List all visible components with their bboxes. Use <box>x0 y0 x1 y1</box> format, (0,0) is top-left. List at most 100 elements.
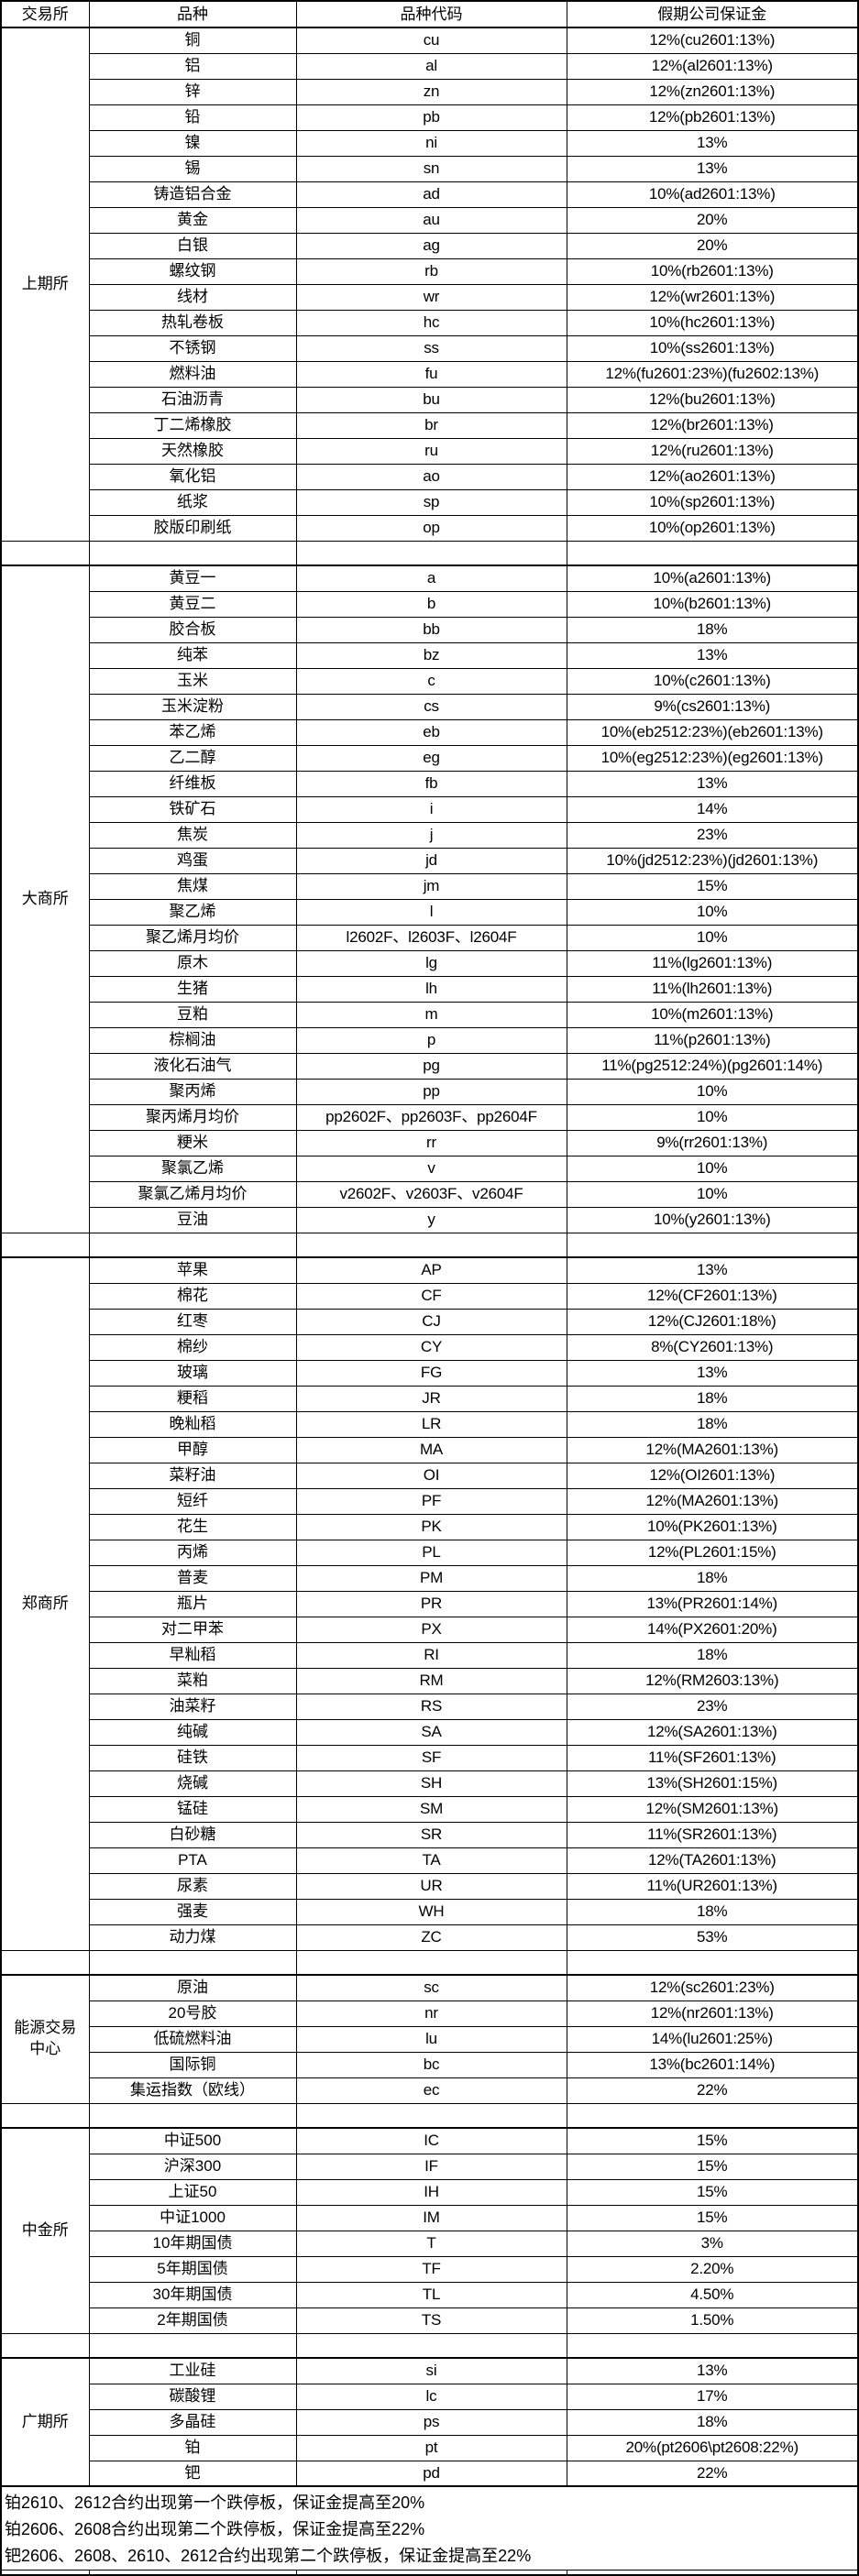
table-row: 郑商所 苹果 AP 13% <box>0 1256 859 1951</box>
variety-cell: 红枣 <box>88 1308 297 1335</box>
code-cell: CJ <box>295 1308 567 1335</box>
variety-cell: 烧碱 <box>88 1770 297 1797</box>
code-cell: PL <box>295 1539 567 1566</box>
code-cell: l2602F、l2603F、l2604F <box>295 924 567 951</box>
margin-cell: 13% <box>566 129 859 157</box>
margin-cell: 2.20% <box>566 2255 859 2283</box>
margin-cell: 10%(eg2512:23%)(eg2601:13%) <box>566 744 859 772</box>
variety-cell: 甲醇 <box>88 1436 297 1463</box>
margin-cell: 12%(ao2601:13%) <box>566 463 859 490</box>
table-row: 白砂糖 SR 11%(SR2601:13%) <box>1 1821 859 1848</box>
variety-cell: 丙烯 <box>88 1539 297 1566</box>
margin-cell: 12%(sc2601:23%) <box>566 1974 859 2001</box>
variety-cell: 锡 <box>88 155 297 182</box>
variety-cell: 白砂糖 <box>88 1821 297 1848</box>
code-cell: cu <box>295 27 567 54</box>
variety-cell: 沪深300 <box>88 2153 297 2180</box>
variety-cell: 鸡蛋 <box>88 847 297 874</box>
code-cell: LR <box>295 1410 567 1438</box>
variety-cell: 线材 <box>88 283 297 311</box>
code-cell: au <box>295 206 567 234</box>
empty-cell <box>88 2332 297 2359</box>
code-cell: nr <box>295 2000 567 2027</box>
table-row: 生猪 lh 11%(lh2601:13%) <box>1 975 859 1003</box>
variety-cell: 焦煤 <box>88 872 297 900</box>
code-cell: cs <box>295 693 567 720</box>
margin-cell: 10%(eb2512:23%)(eb2601:13%) <box>566 718 859 746</box>
table-row: 菜籽油 OI 12%(OI2601:13%) <box>1 1462 859 1489</box>
margin-cell: 3% <box>566 2230 859 2257</box>
empty-cell <box>295 1232 567 1258</box>
margin-cell: 12%(MA2601:13%) <box>566 1436 859 1463</box>
table-row: 丁二烯橡胶 br 12%(br2601:13%) <box>1 411 859 439</box>
margin-cell: 18% <box>566 2408 859 2436</box>
variety-cell: 聚氯乙烯月均价 <box>88 1180 297 1208</box>
table-row: 豆粕 m 10%(m2601:13%) <box>1 1001 859 1028</box>
margin-cell: 10%(a2601:13%) <box>566 565 859 592</box>
empty-cell <box>0 1949 90 1976</box>
table-row: 玉米 c 10%(c2601:13%) <box>1 667 859 695</box>
table-row: 动力煤 ZC 53% <box>1 1924 859 1951</box>
code-cell: CF <box>295 1282 567 1310</box>
variety-cell: 石油沥青 <box>88 386 297 413</box>
table-row: 螺纹钢 rb 10%(rb2601:13%) <box>1 258 859 285</box>
code-cell: wr <box>295 283 567 311</box>
code-cell: rb <box>295 258 567 285</box>
margin-cell: 11%(pg2512:24%)(pg2601:14%) <box>566 1052 859 1080</box>
variety-cell: 碳酸锂 <box>88 2383 297 2410</box>
variety-cell: 原油 <box>88 1974 297 2001</box>
code-cell: b <box>295 590 567 618</box>
code-cell: SA <box>295 1718 567 1746</box>
table-row: 花生 PK 10%(PK2601:13%) <box>1 1513 859 1540</box>
margin-cell: 10%(b2601:13%) <box>566 590 859 618</box>
margin-cell: 13% <box>566 155 859 182</box>
stub-row <box>0 2570 859 2575</box>
code-cell: pt <box>295 2434 567 2461</box>
margin-cell: 18% <box>566 1410 859 1438</box>
table-row: 线材 wr 12%(wr2601:13%) <box>1 283 859 311</box>
table-row: 2年期国债 TS 1.50% <box>1 2307 859 2334</box>
table-row: 苯乙烯 eb 10%(eb2512:23%)(eb2601:13%) <box>1 718 859 746</box>
variety-cell: 纤维板 <box>88 770 297 797</box>
margin-cell: 18% <box>566 1385 859 1412</box>
code-cell: op <box>295 514 567 542</box>
table-row: 中金所 中证500 IC 15% <box>0 2127 859 2334</box>
margin-cell: 11%(SR2601:13%) <box>566 1821 859 1848</box>
table-row: 广期所 工业硅 si 13% <box>0 2357 859 2487</box>
variety-cell: 5年期国债 <box>88 2255 297 2283</box>
variety-cell: 丁二烯橡胶 <box>88 411 297 439</box>
empty-cell <box>566 1949 859 1976</box>
variety-cell: 铂 <box>88 2434 297 2461</box>
margin-cell: 12%(pb2601:13%) <box>566 104 859 131</box>
margin-cell: 12%(RM2603:13%) <box>566 1667 859 1694</box>
code-cell: PK <box>295 1513 567 1540</box>
table-row: 油菜籽 RS 23% <box>1 1693 859 1720</box>
margin-cell: 12%(bu2601:13%) <box>566 386 859 413</box>
table-row: 焦煤 jm 15% <box>1 872 859 900</box>
table-row: 聚氯乙烯月均价 v2602F、v2603F、v2604F 10% <box>1 1180 859 1208</box>
table-row: 石油沥青 bu 12%(bu2601:13%) <box>1 386 859 413</box>
table-row: 早籼稻 RI 18% <box>1 1641 859 1669</box>
margin-cell: 13%(bc2601:14%) <box>566 2051 859 2078</box>
code-cell: IM <box>295 2204 567 2231</box>
empty-cell <box>88 1232 297 1258</box>
variety-cell: 氧化铝 <box>88 463 297 490</box>
code-cell: lc <box>295 2383 567 2410</box>
code-cell: lg <box>295 949 567 977</box>
code-cell: sp <box>295 488 567 516</box>
variety-cell: 粳稻 <box>88 1385 297 1412</box>
variety-cell: 短纤 <box>88 1487 297 1515</box>
margin-cell: 12%(al2601:13%) <box>566 52 859 80</box>
code-cell: CY <box>295 1333 567 1361</box>
empty-cell <box>0 1232 90 1258</box>
separator-row <box>0 540 859 566</box>
table-row: 白银 ag 20% <box>1 232 859 259</box>
table-row: 烧碱 SH 13%(SH2601:15%) <box>1 1770 859 1797</box>
variety-cell: 强麦 <box>88 1898 297 1925</box>
code-cell: T <box>295 2230 567 2257</box>
variety-cell: 菜粕 <box>88 1667 297 1694</box>
margin-cell: 13%(PR2601:14%) <box>566 1590 859 1617</box>
code-cell: JR <box>295 1385 567 1412</box>
margin-cell: 10%(sp2601:13%) <box>566 488 859 516</box>
col-header-margin: 假期公司保证金 <box>566 0 859 28</box>
